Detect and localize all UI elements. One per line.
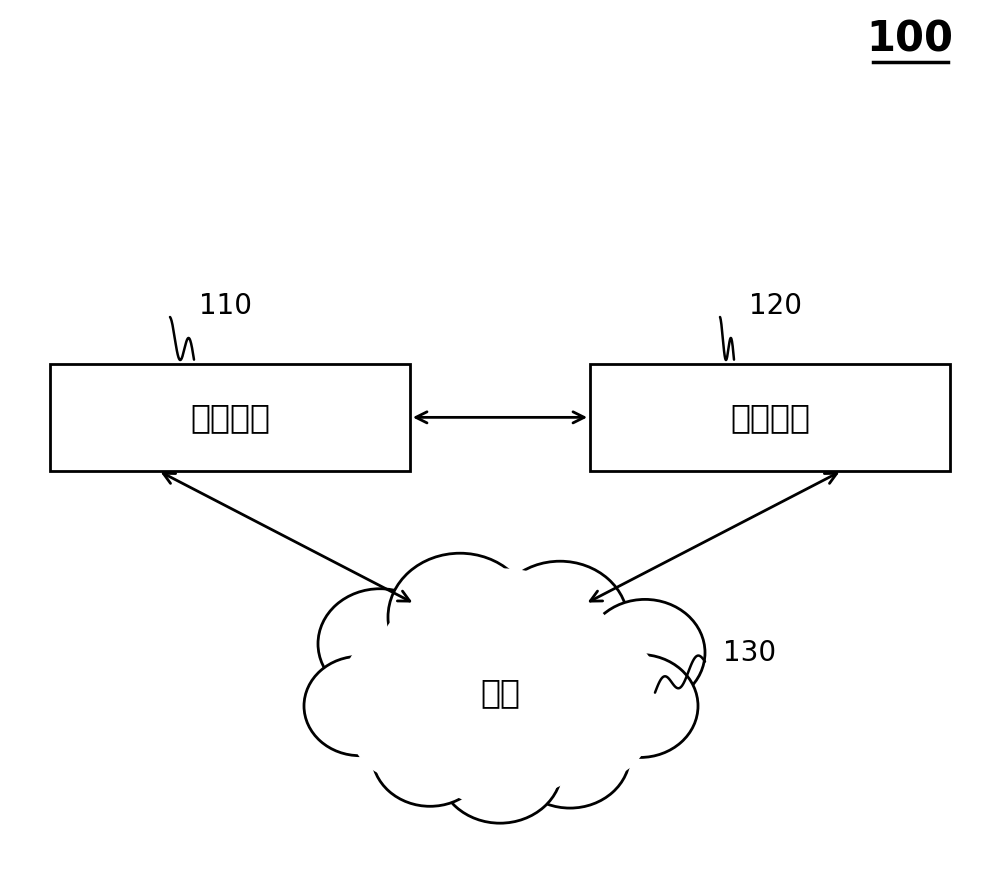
Text: 110: 110 [198, 292, 252, 321]
Circle shape [372, 703, 488, 806]
Text: 计算设备: 计算设备 [730, 400, 810, 434]
Circle shape [340, 622, 500, 764]
FancyBboxPatch shape [50, 364, 410, 471]
Circle shape [318, 589, 442, 699]
Circle shape [585, 599, 705, 706]
Text: 120: 120 [748, 292, 802, 321]
Circle shape [388, 553, 532, 681]
Text: 130: 130 [723, 638, 777, 667]
Circle shape [500, 622, 660, 764]
Circle shape [420, 666, 580, 808]
Text: 成像设备: 成像设备 [190, 400, 270, 434]
Circle shape [530, 675, 650, 781]
Circle shape [370, 568, 630, 799]
Circle shape [510, 702, 630, 808]
FancyBboxPatch shape [590, 364, 950, 471]
Text: 100: 100 [866, 19, 954, 61]
Circle shape [492, 561, 628, 682]
Circle shape [582, 654, 698, 757]
Circle shape [438, 713, 562, 823]
Circle shape [304, 656, 416, 756]
Circle shape [350, 675, 470, 781]
Text: 网络: 网络 [480, 676, 520, 710]
